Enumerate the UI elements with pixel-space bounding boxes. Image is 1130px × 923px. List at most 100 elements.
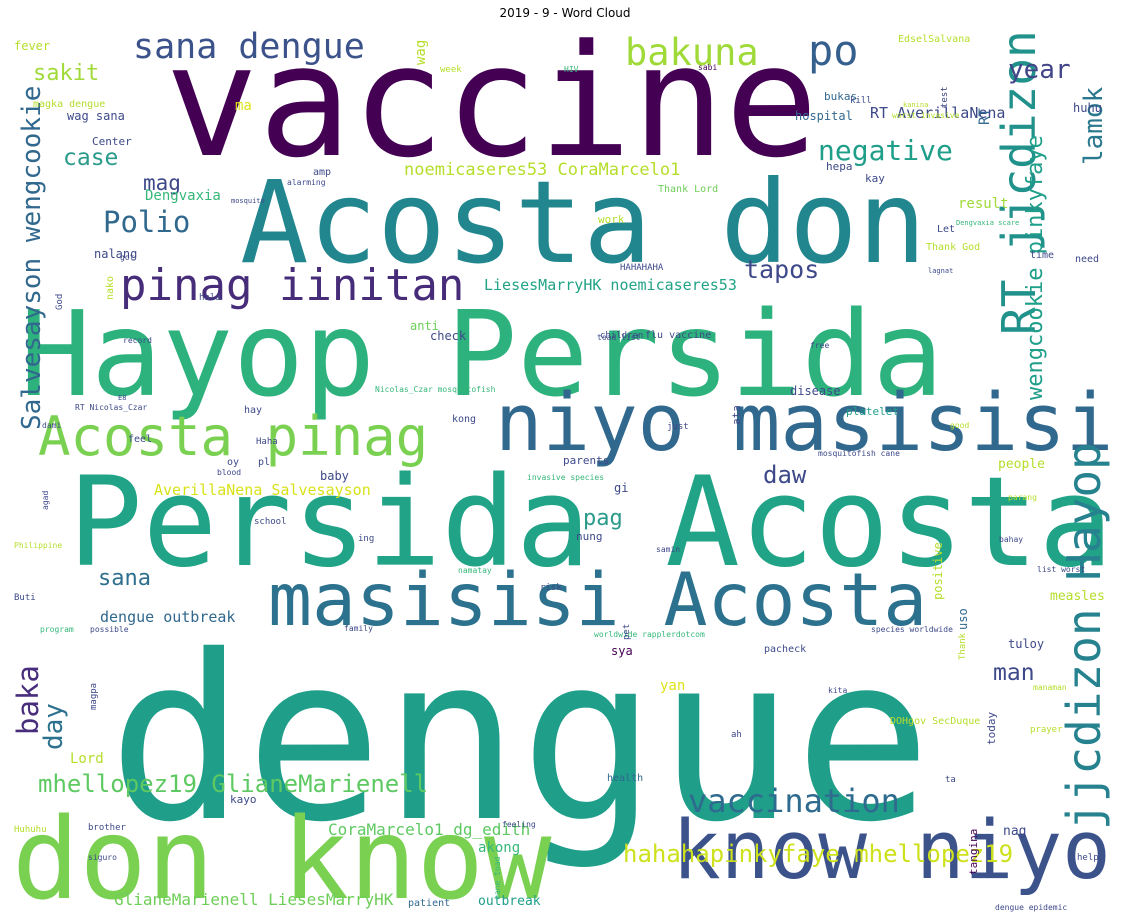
word: risk xyxy=(540,583,562,593)
word: program xyxy=(40,625,74,634)
word: hahahapinkyfaye mhellopez19 xyxy=(623,840,1013,868)
word: siguro xyxy=(88,853,117,862)
word: agad xyxy=(41,491,50,510)
word: pag xyxy=(583,506,623,531)
word: record xyxy=(123,336,152,345)
word: Polio xyxy=(103,205,190,239)
word: E8 xyxy=(118,394,126,402)
word: hepa xyxy=(826,160,853,173)
word: school xyxy=(254,517,287,527)
word: kayo xyxy=(230,793,257,806)
word: toad list xyxy=(597,333,641,342)
word: outbreak xyxy=(478,894,541,909)
word: namatay xyxy=(458,566,492,575)
word: Lord xyxy=(70,751,104,767)
word: Hayop Persida xyxy=(20,285,944,423)
word: samin xyxy=(656,545,680,554)
word: RT jjcdizon xyxy=(992,30,1046,335)
word: sya xyxy=(611,644,633,658)
word: ma xyxy=(235,98,252,114)
word: tuloy xyxy=(1008,637,1044,651)
word: Haha xyxy=(256,437,278,447)
word: jjcdizon Hayop xyxy=(1057,442,1111,830)
word: know niyo xyxy=(672,804,1111,898)
word: tangina xyxy=(967,829,980,875)
word: test xyxy=(940,86,950,108)
word: year xyxy=(1008,55,1071,85)
word: sabi xyxy=(698,63,717,72)
word: worldwide rapplerdotcom xyxy=(594,630,705,639)
word: akong xyxy=(478,840,520,856)
word: Thank God xyxy=(926,242,980,253)
word: nako xyxy=(105,276,116,300)
word: ta xyxy=(945,775,956,785)
word: wengcookie pinkyfaye xyxy=(1023,135,1048,400)
word: uso xyxy=(956,608,970,630)
word: alarming xyxy=(287,178,326,187)
word: DOHgov SecDuque xyxy=(890,716,980,727)
word: magka dengue xyxy=(33,99,105,110)
word: hay xyxy=(244,405,262,416)
word: sana dengue xyxy=(133,27,365,67)
word: Thank xyxy=(958,632,968,660)
word: feel xyxy=(128,434,152,445)
word: lamok xyxy=(1079,86,1109,165)
word: yan xyxy=(660,678,685,694)
word: vaccine xyxy=(165,11,818,192)
word: pacheck xyxy=(764,644,806,655)
word: measles xyxy=(1050,589,1105,604)
word: patient xyxy=(408,898,450,909)
word: dengue xyxy=(108,606,932,872)
word: Nicolas_Czar mosquitofish xyxy=(375,385,496,394)
word: people xyxy=(998,457,1045,472)
word: brother xyxy=(88,823,127,833)
word: kong xyxy=(452,414,476,425)
word: work xyxy=(598,213,625,226)
word: mag xyxy=(143,171,181,195)
word: Philippine xyxy=(14,541,62,550)
word: kita xyxy=(828,686,847,695)
word: need xyxy=(1075,254,1099,265)
word: manaman xyxy=(1033,683,1067,692)
word: feeling xyxy=(502,820,536,829)
word: po xyxy=(808,26,859,75)
chart-title: 2019 - 9 - Word Cloud xyxy=(499,6,630,20)
word: Acosta don xyxy=(240,156,926,289)
word: bahay xyxy=(999,535,1023,544)
word: negative xyxy=(818,134,953,167)
word: dengue epidemic xyxy=(995,903,1067,912)
word: health xyxy=(607,773,643,784)
word: wag xyxy=(413,40,429,65)
word: Acosta pinag xyxy=(38,405,428,468)
word: vaccination xyxy=(688,782,900,820)
word: noemicaseres53 CoraMarcelo1 xyxy=(404,160,680,180)
word: tapos xyxy=(744,255,819,284)
word: nalang xyxy=(94,247,137,261)
word: niyo masisisi xyxy=(495,377,1113,469)
word: amp xyxy=(313,167,331,178)
word: free xyxy=(810,341,829,350)
word: RT AverillaNena xyxy=(870,104,1005,122)
word: kill xyxy=(850,96,872,106)
word: anti xyxy=(410,319,439,333)
word: hospital xyxy=(795,109,853,123)
word: masisisi Acosta xyxy=(268,558,927,643)
word: RT Nicolas_Czar xyxy=(75,403,147,412)
word: baby xyxy=(320,469,349,483)
word: check xyxy=(430,329,467,343)
word: Persida Acosta xyxy=(68,451,1113,595)
word: pl xyxy=(258,457,270,468)
word: gi xyxy=(614,481,628,495)
word: today xyxy=(985,712,998,745)
word: sakit xyxy=(33,61,99,86)
word: Huhuhu xyxy=(14,825,47,835)
word: day xyxy=(39,703,69,750)
word: wag sana xyxy=(67,109,125,123)
word: fever xyxy=(14,39,50,53)
word: family xyxy=(344,624,373,633)
word: case xyxy=(63,145,118,171)
word: mosquito xyxy=(231,197,265,205)
word: LiesesMarryHK noemicaseres53 xyxy=(484,276,737,294)
